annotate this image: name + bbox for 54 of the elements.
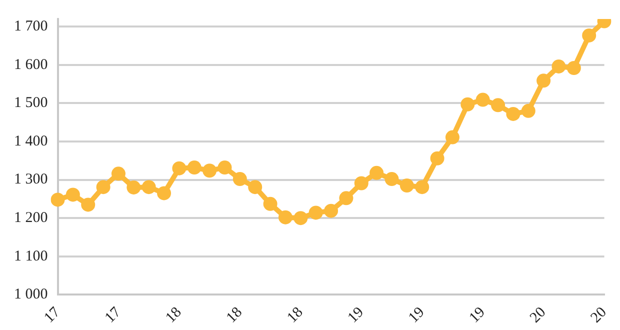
x-tick-label: 20 [588, 304, 610, 326]
point [445, 130, 460, 144]
x-tick-label: 19 [345, 304, 367, 326]
point [536, 74, 551, 88]
point [263, 196, 278, 211]
x-tick-label: 19 [406, 304, 428, 326]
point [218, 160, 232, 175]
x-tick-label: 20 [527, 304, 550, 326]
point [126, 180, 141, 194]
point [354, 176, 368, 190]
point [50, 192, 65, 207]
point [521, 104, 536, 118]
point [370, 166, 384, 180]
x-tick-label: 18 [224, 304, 246, 326]
y-tick-label: 1 700 [14, 18, 48, 35]
point [294, 211, 308, 226]
point [172, 161, 186, 176]
point [460, 97, 475, 112]
point [400, 178, 414, 193]
point [96, 180, 110, 194]
point [202, 164, 217, 178]
point [415, 180, 430, 194]
point [582, 28, 596, 42]
point [339, 191, 354, 206]
y-tick-label: 1 300 [14, 172, 48, 188]
point [476, 92, 490, 107]
y-tick-label: 1 500 [14, 95, 48, 112]
point [384, 172, 399, 186]
point [142, 180, 156, 194]
x-tick-label: 19 [466, 304, 488, 326]
point [66, 188, 80, 202]
point [157, 186, 172, 200]
point [491, 98, 506, 112]
point [566, 61, 581, 76]
point [430, 151, 444, 166]
y-tick-label: 1 200 [14, 210, 48, 226]
y-tick-label: 1 600 [14, 56, 48, 73]
x-tick-label: 18 [284, 304, 306, 326]
point [248, 180, 262, 194]
point [324, 204, 338, 218]
point [308, 206, 323, 220]
point [232, 172, 247, 186]
x-tick-label: 18 [162, 304, 185, 326]
point [187, 160, 202, 175]
x-tick-label: 17 [102, 304, 124, 326]
point [278, 210, 292, 224]
y-tick-label: 1 400 [14, 133, 48, 150]
y-tick-label: 1 100 [14, 248, 48, 264]
x-tick-label: 17 [41, 304, 64, 326]
point [506, 106, 520, 121]
point [81, 198, 96, 212]
point [552, 59, 566, 74]
point [111, 166, 126, 181]
y-tick-label: 1 000 [14, 286, 48, 303]
